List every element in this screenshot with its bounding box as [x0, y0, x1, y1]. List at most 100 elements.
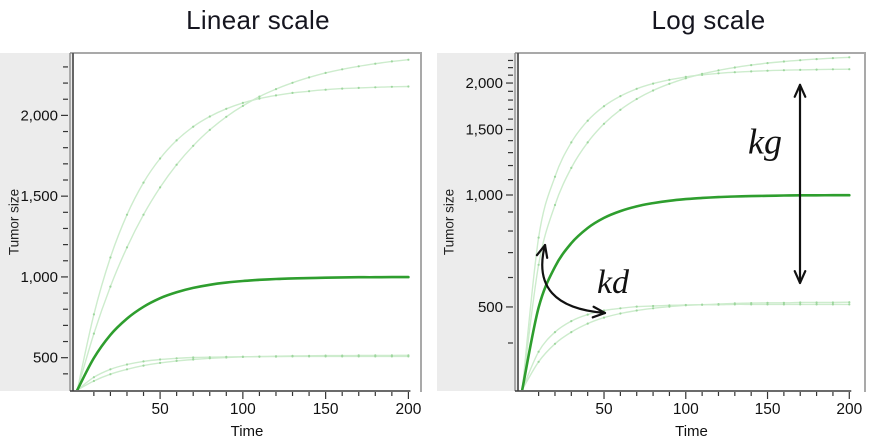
plot-frame	[70, 52, 422, 392]
series-marker	[733, 303, 736, 306]
series-marker	[717, 69, 720, 72]
y-tick-label: 500	[478, 299, 503, 316]
linear-scale-chart: 500 1,000 1,500 2,000 50 100 150 200 Linear sca…	[0, 0, 435, 444]
series-marker	[799, 59, 802, 62]
series-marker	[407, 355, 410, 358]
axis-panel	[0, 53, 72, 391]
series-marker	[635, 305, 638, 308]
axis-panel	[437, 53, 517, 391]
series-marker	[553, 331, 557, 334]
series-marker	[92, 332, 95, 335]
y-tick-label: 1,500	[465, 122, 503, 139]
series-marker	[142, 360, 145, 363]
series-marker	[308, 90, 311, 93]
series-marker	[815, 303, 818, 306]
series-marker	[586, 119, 589, 122]
series-marker	[390, 85, 393, 88]
annotation-kg: kg	[748, 83, 807, 285]
series-marker	[619, 312, 622, 315]
series-group	[521, 56, 851, 390]
series-marker	[782, 60, 785, 63]
series-marker	[357, 355, 360, 358]
series-marker	[848, 303, 851, 306]
series-marker	[291, 91, 294, 94]
series-marker	[668, 78, 671, 81]
series-marker	[374, 355, 377, 358]
series-marker	[125, 368, 129, 371]
series-marker	[766, 303, 769, 306]
series-marker	[570, 166, 573, 169]
series-marker	[192, 358, 195, 361]
series-marker	[274, 355, 278, 358]
series-marker	[142, 364, 145, 367]
series-marker	[341, 87, 344, 90]
series-marker	[357, 65, 360, 68]
x-axis-title: Time	[230, 423, 264, 440]
series-pale-lower-fast	[76, 355, 410, 390]
series-marker	[553, 342, 557, 345]
annotation-label-kd: kd	[597, 264, 630, 301]
series-marker	[357, 86, 360, 89]
series-pale-lower-slow	[76, 354, 410, 390]
series-marker	[815, 58, 818, 61]
annotation-kd: kd	[535, 243, 630, 319]
series-baseline-bold	[76, 275, 410, 390]
y-tick-label: 1,500	[20, 188, 58, 205]
series-marker	[109, 373, 112, 376]
series-marker	[782, 69, 785, 72]
series-marker	[159, 361, 162, 364]
series-marker	[109, 285, 112, 288]
series-marker	[241, 355, 244, 358]
series-marker	[208, 128, 211, 131]
x-tick-label: 200	[395, 401, 421, 418]
series-marker	[799, 301, 802, 304]
series-marker	[652, 89, 655, 92]
series-marker	[175, 357, 178, 360]
series-marker	[407, 85, 410, 88]
series-marker	[570, 141, 573, 144]
series-marker	[390, 355, 393, 358]
series-marker	[324, 355, 327, 358]
series-pale-upper-fast	[76, 85, 410, 390]
series-marker	[374, 86, 377, 89]
series-marker	[241, 101, 244, 104]
series-marker	[159, 358, 162, 361]
series-marker	[570, 320, 573, 323]
series-marker	[125, 363, 129, 366]
series-marker	[258, 97, 261, 100]
y-tick-label: 2,000	[465, 75, 503, 92]
series-marker	[125, 246, 129, 249]
series-marker	[848, 68, 851, 71]
y-tick-label: 1,000	[465, 187, 503, 204]
series-marker	[684, 75, 687, 78]
series-marker	[537, 350, 540, 353]
series-marker	[192, 144, 195, 147]
series-marker	[799, 68, 802, 71]
chart-title: Linear scale	[186, 5, 330, 35]
series-marker	[407, 58, 410, 61]
series-marker	[602, 316, 606, 319]
series-marker	[258, 355, 261, 358]
series-marker	[225, 115, 228, 118]
annotation-label-kg: kg	[748, 122, 782, 162]
series-marker	[668, 304, 671, 307]
series-marker	[175, 139, 178, 142]
series-marker	[717, 72, 720, 75]
series-marker	[109, 256, 112, 259]
series-marker	[701, 303, 704, 306]
series-marker	[208, 115, 211, 118]
series-marker	[635, 97, 638, 101]
series-marker	[258, 95, 261, 98]
series-marker	[799, 303, 802, 306]
series-marker	[341, 68, 344, 71]
series-marker	[668, 82, 671, 85]
y-axis-title: Tumor size	[6, 188, 22, 256]
series-marker	[553, 175, 557, 178]
series-marker	[782, 301, 785, 304]
series-marker	[159, 157, 162, 160]
series-marker	[766, 69, 769, 72]
log-scale-plot: 500 1,000 1,500 2,000 50 100 150 200 kg kd	[437, 52, 866, 418]
x-tick-label: 100	[673, 401, 699, 418]
series-marker	[652, 304, 655, 308]
